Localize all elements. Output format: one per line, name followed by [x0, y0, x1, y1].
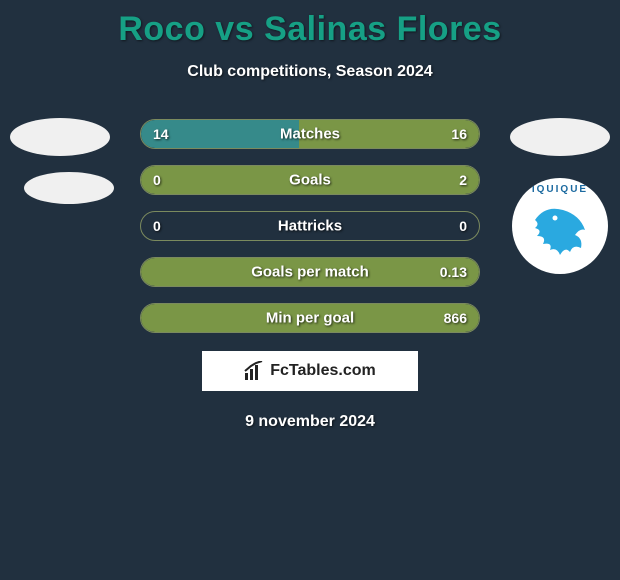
stat-label: Goals per match	[251, 264, 369, 281]
stats-container: 14 16 Matches 0 2 Goals 0 0 Hattricks 0.13 Goals p…	[0, 119, 620, 333]
footer-brand: FcTables.com	[202, 351, 418, 391]
stat-row: 0.13 Goals per match	[140, 257, 480, 287]
value-right: 2	[459, 172, 467, 188]
value-left: 14	[153, 126, 169, 142]
stat-label: Matches	[280, 126, 340, 143]
stat-row: 866 Min per goal	[140, 303, 480, 333]
footer-brand-text: FcTables.com	[270, 362, 376, 380]
value-left: 0	[153, 218, 161, 234]
chart-icon	[244, 361, 264, 381]
subtitle: Club competitions, Season 2024	[0, 63, 620, 81]
stat-label: Goals	[289, 172, 331, 189]
value-right: 866	[444, 310, 467, 326]
value-right: 16	[451, 126, 467, 142]
stat-label: Hattricks	[278, 218, 342, 235]
stat-row: 0 0 Hattricks	[140, 211, 480, 241]
value-right: 0	[459, 218, 467, 234]
stat-label: Min per goal	[266, 310, 354, 327]
stat-row: 14 16 Matches	[140, 119, 480, 149]
stat-row: 0 2 Goals	[140, 165, 480, 195]
date-text: 9 november 2024	[0, 413, 620, 431]
page-title: Roco vs Salinas Flores	[0, 0, 620, 49]
value-left: 0	[153, 172, 161, 188]
value-right: 0.13	[440, 264, 467, 280]
